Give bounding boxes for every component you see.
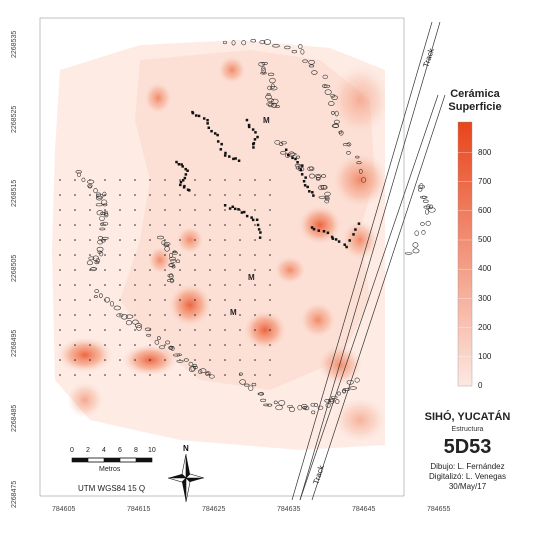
legend-tick: 0	[478, 381, 483, 390]
scale-tick: 10	[148, 447, 156, 454]
y-tick: 2268495	[11, 330, 18, 357]
credit-date: 30/May/17	[448, 482, 487, 491]
x-axis-labels: 784605 784615 784625 784635 784645 78465…	[52, 506, 450, 513]
site-subtitle: Estructura	[451, 426, 484, 433]
legend-tick: 200	[478, 323, 492, 332]
y-tick: 2268525	[11, 106, 18, 133]
legend-tick: 100	[478, 352, 492, 361]
x-tick: 784655	[427, 506, 450, 513]
x-tick: 784635	[277, 506, 300, 513]
legend-title-line2: Superficie	[448, 101, 502, 113]
site-code: 5D53	[443, 436, 492, 458]
y-tick: 2268535	[11, 31, 18, 58]
scale-bar	[71, 457, 153, 463]
y-tick: 2268515	[11, 180, 18, 207]
m-label-2: M	[248, 273, 255, 282]
y-axis-labels: 2268535 2268525 2268515 2268505 2268495 …	[11, 31, 18, 508]
ceramic-density-surface	[52, 40, 385, 450]
legend-tick: 500	[478, 235, 492, 244]
scale-tick: 0	[70, 447, 74, 454]
projection-label: UTM WGS84 15 Q	[78, 484, 146, 493]
legend-tick: 800	[478, 148, 492, 157]
legend-title-line1: Cerámica	[450, 88, 500, 100]
x-tick: 784625	[202, 506, 225, 513]
north-label: N	[183, 444, 189, 453]
north-arrow-icon: N	[167, 444, 205, 503]
legend-tick: 700	[478, 177, 492, 186]
stone-outlines	[75, 39, 436, 415]
legend-colorbar	[457, 121, 473, 387]
credit-digitalizo: Digitalizó: L. Venegas	[429, 472, 506, 481]
legend-tick: 400	[478, 264, 492, 273]
y-tick: 2268505	[11, 255, 18, 282]
y-tick: 2268475	[11, 481, 18, 508]
track-road	[291, 21, 446, 501]
x-tick: 784605	[52, 506, 75, 513]
structure-alignments	[175, 110, 361, 249]
m-label-3: M	[230, 308, 237, 317]
legend-tick: 600	[478, 206, 492, 215]
scale-unit: Metros	[99, 466, 121, 473]
x-tick: 784615	[127, 506, 150, 513]
scale-tick: 6	[118, 447, 122, 454]
y-tick: 2268485	[11, 405, 18, 432]
legend-tick: 300	[478, 294, 492, 303]
scale-tick: 8	[134, 447, 138, 454]
sample-grid-points	[59, 179, 271, 376]
site-name: SIHÓ, YUCATÁN	[424, 411, 511, 423]
scale-tick: 4	[102, 447, 106, 454]
m-label-1: M	[263, 116, 270, 125]
scale-tick: 2	[86, 447, 90, 454]
x-tick: 784645	[352, 506, 375, 513]
credit-dibujo: Dibujo: L. Fernández	[430, 462, 505, 471]
